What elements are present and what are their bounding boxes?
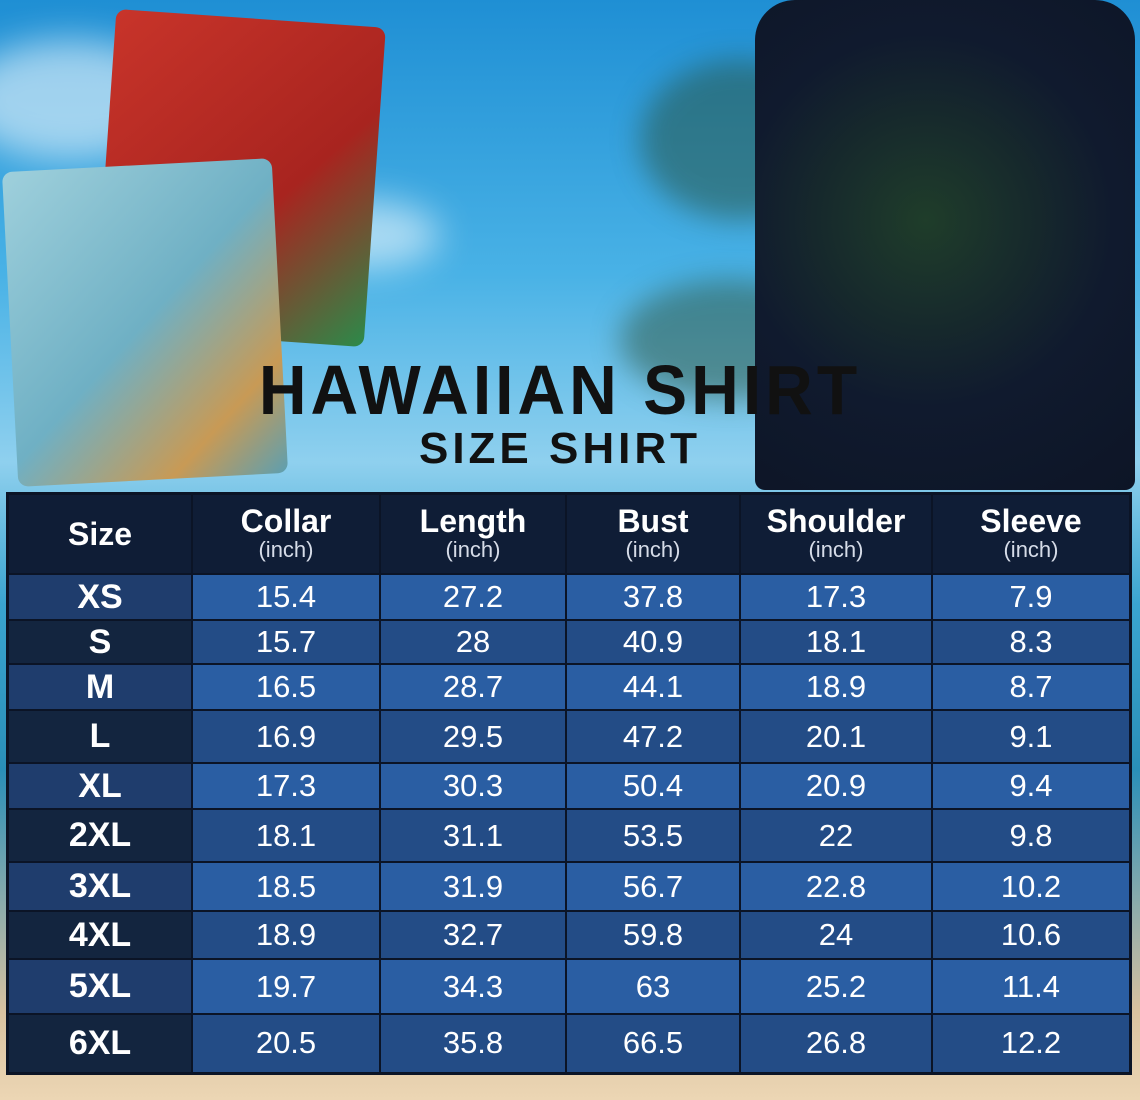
cell-length: 28: [379, 619, 567, 665]
cell-collar: 16.9: [191, 709, 381, 764]
cell-size: 2XL: [6, 808, 193, 863]
cell-size: XS: [6, 573, 193, 621]
cell-collar: 16.5: [191, 663, 381, 711]
cell-length: 35.8: [379, 1013, 567, 1074]
cell-collar: 19.7: [191, 958, 381, 1015]
cell-length: 31.9: [379, 861, 567, 912]
cell-collar: 15.7: [191, 619, 381, 665]
cell-shoulder: 18.9: [739, 663, 933, 711]
cell-bust: 66.5: [565, 1013, 741, 1074]
cell-sleeve: 9.8: [931, 808, 1132, 863]
table-row: XS 15.4 27.2 37.8 17.3 7.9: [6, 573, 1132, 621]
cell-length: 32.7: [379, 910, 567, 960]
table-row: 5XL 19.7 34.3 63 25.2 11.4: [6, 958, 1132, 1015]
cell-sleeve: 10.2: [931, 861, 1132, 912]
cell-shoulder: 24: [739, 910, 933, 960]
cell-sleeve: 8.3: [931, 619, 1132, 665]
cell-length: 27.2: [379, 573, 567, 621]
cell-bust: 63: [565, 958, 741, 1015]
cell-sleeve: 7.9: [931, 573, 1132, 621]
cell-bust: 50.4: [565, 762, 741, 810]
cell-length: 30.3: [379, 762, 567, 810]
cell-size: S: [6, 619, 193, 665]
header-shoulder: Shoulder (inch): [739, 492, 933, 575]
cell-bust: 56.7: [565, 861, 741, 912]
cell-bust: 40.9: [565, 619, 741, 665]
cell-sleeve: 12.2: [931, 1013, 1132, 1074]
cell-size: M: [6, 663, 193, 711]
cell-shoulder: 26.8: [739, 1013, 933, 1074]
cell-sleeve: 8.7: [931, 663, 1132, 711]
page-title: HAWAIIAN SHIRT: [258, 351, 862, 429]
cell-size: L: [6, 709, 193, 764]
cell-collar: 18.1: [191, 808, 381, 863]
cell-length: 28.7: [379, 663, 567, 711]
cell-bust: 53.5: [565, 808, 741, 863]
flamingo-shirt-model-image: [755, 0, 1135, 490]
cell-sleeve: 9.4: [931, 762, 1132, 810]
cell-collar: 17.3: [191, 762, 381, 810]
size-chart-table: Size Collar (inch) Length (inch) Bust (inch…: [6, 492, 1132, 1075]
cell-shoulder: 22.8: [739, 861, 933, 912]
header-sleeve: Sleeve (inch): [931, 492, 1132, 575]
cell-size: 3XL: [6, 861, 193, 912]
cell-collar: 18.5: [191, 861, 381, 912]
cell-bust: 47.2: [565, 709, 741, 764]
page-subtitle: SIZE SHIRT: [418, 424, 702, 473]
cell-size: XL: [6, 762, 193, 810]
cell-length: 29.5: [379, 709, 567, 764]
table-row: 4XL 18.9 32.7 59.8 24 10.6: [6, 910, 1132, 960]
cell-sleeve: 9.1: [931, 709, 1132, 764]
cell-collar: 18.9: [191, 910, 381, 960]
table-row: 3XL 18.5 31.9 56.7 22.8 10.2: [6, 861, 1132, 912]
cell-sleeve: 11.4: [931, 958, 1132, 1015]
header-size: Size: [6, 492, 193, 575]
cell-bust: 37.8: [565, 573, 741, 621]
cell-length: 31.1: [379, 808, 567, 863]
cell-bust: 44.1: [565, 663, 741, 711]
cell-bust: 59.8: [565, 910, 741, 960]
table-row: S 15.7 28 40.9 18.1 8.3: [6, 619, 1132, 665]
cell-shoulder: 25.2: [739, 958, 933, 1015]
cell-shoulder: 20.1: [739, 709, 933, 764]
cell-collar: 15.4: [191, 573, 381, 621]
header-bust: Bust (inch): [565, 492, 741, 575]
cell-shoulder: 22: [739, 808, 933, 863]
table-row: XL 17.3 30.3 50.4 20.9 9.4: [6, 762, 1132, 810]
header-collar: Collar (inch): [191, 492, 381, 575]
cell-size: 5XL: [6, 958, 193, 1015]
cell-length: 34.3: [379, 958, 567, 1015]
cell-collar: 20.5: [191, 1013, 381, 1074]
table-row: M 16.5 28.7 44.1 18.9 8.7: [6, 663, 1132, 711]
table-row: L 16.9 29.5 47.2 20.1 9.1: [6, 709, 1132, 764]
cell-sleeve: 10.6: [931, 910, 1132, 960]
table-row: 2XL 18.1 31.1 53.5 22 9.8: [6, 808, 1132, 863]
cell-size: 4XL: [6, 910, 193, 960]
cell-size: 6XL: [6, 1013, 193, 1074]
cell-shoulder: 20.9: [739, 762, 933, 810]
table-row: 6XL 20.5 35.8 66.5 26.8 12.2: [6, 1013, 1132, 1074]
header-length: Length (inch): [379, 492, 567, 575]
table-header-row: Size Collar (inch) Length (inch) Bust (inch…: [6, 492, 1132, 575]
cell-shoulder: 17.3: [739, 573, 933, 621]
cell-shoulder: 18.1: [739, 619, 933, 665]
